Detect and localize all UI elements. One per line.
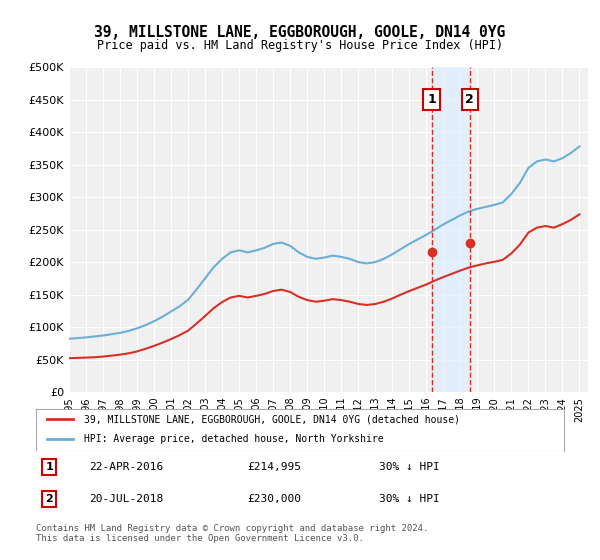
Text: 22-APR-2016: 22-APR-2016 xyxy=(89,462,163,472)
Text: 39, MILLSTONE LANE, EGGBOROUGH, GOOLE, DN14 0YG: 39, MILLSTONE LANE, EGGBOROUGH, GOOLE, D… xyxy=(94,25,506,40)
Text: £214,995: £214,995 xyxy=(247,462,301,472)
Text: Price paid vs. HM Land Registry's House Price Index (HPI): Price paid vs. HM Land Registry's House … xyxy=(97,39,503,52)
Text: 20-JUL-2018: 20-JUL-2018 xyxy=(89,494,163,504)
Text: 2: 2 xyxy=(46,494,53,504)
Text: 2: 2 xyxy=(466,93,474,106)
Text: Contains HM Land Registry data © Crown copyright and database right 2024.
This d: Contains HM Land Registry data © Crown c… xyxy=(36,524,428,543)
Text: 39, MILLSTONE LANE, EGGBOROUGH, GOOLE, DN14 0YG (detached house): 39, MILLSTONE LANE, EGGBOROUGH, GOOLE, D… xyxy=(83,414,460,424)
Text: 1: 1 xyxy=(46,462,53,472)
Text: 30% ↓ HPI: 30% ↓ HPI xyxy=(379,462,440,472)
Text: 1: 1 xyxy=(427,93,436,106)
Bar xyxy=(431,67,470,392)
Text: 30% ↓ HPI: 30% ↓ HPI xyxy=(379,494,440,504)
Text: HPI: Average price, detached house, North Yorkshire: HPI: Average price, detached house, Nort… xyxy=(83,434,383,444)
Text: £230,000: £230,000 xyxy=(247,494,301,504)
